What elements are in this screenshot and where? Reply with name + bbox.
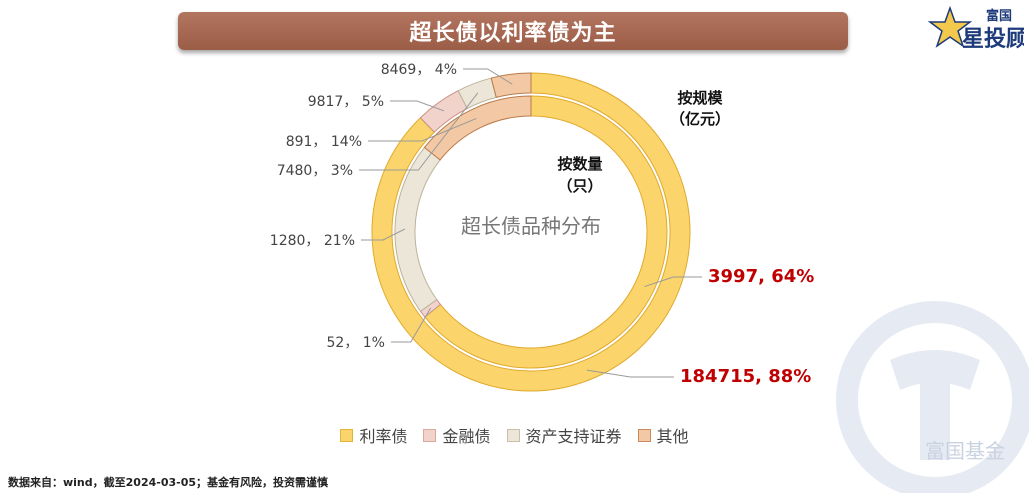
title-banner: 超长债以利率债为主 [178,12,848,50]
outer-leader-1 [390,100,445,112]
legend-swatch [637,428,651,442]
watermark-text: 富国基金 [925,440,1005,463]
inner-ring-title-line1: 按数量 [557,155,602,173]
footnote: 数据来自：wind，截至2024-03-05；基金有风险，投资需谨慎 [8,476,328,489]
outer-data-label-0: 184715, 88% [680,366,811,387]
inner-data-label-2: 1280， 21% [270,233,355,249]
page-title: 超长债以利率债为主 [409,21,617,46]
inner-data-label-3: 891， 14% [286,134,362,150]
legend-item-rate-bonds: 利率债 [340,423,407,447]
data-labels: 184715, 88% 9817， 5% 7480， 3% 8469， 4% 3997,… [270,62,815,387]
legend-swatch [506,428,520,442]
outer-ring-title-line2: （亿元） [670,110,730,128]
fuguo-logo: 富国 星投顾 [928,5,1024,51]
legend-label: 利率债 [359,427,408,446]
logo-main-text: 星投顾 [962,26,1024,51]
inner-leader-3 [368,118,477,142]
outer-leader-2 [359,92,479,171]
legend-label: 资产支持证券 [525,427,622,446]
logo-top-text: 富国 [986,8,1012,23]
outer-slice-3 [490,72,532,99]
inner-leader-0 [644,276,702,288]
inner-ring-title-line2: （只） [557,177,602,195]
inner-data-label-0: 3997, 64% [708,266,814,287]
inner-slice-3 [423,95,532,161]
outer-slice-0 [371,72,691,392]
outer-leader-3 [463,68,513,85]
inner-leader-1 [391,307,432,343]
outer-data-label-2: 7480， 3% [277,163,353,179]
outer-ring-title-line1: 按规模 [677,89,723,107]
legend-swatch [423,428,437,442]
outer-leader-0 [586,369,674,378]
inner-leader-2 [361,228,406,241]
legend-item-other: 其他 [637,423,689,447]
leader-lines [359,68,702,378]
chart-center-title: 超长债品种分布 [461,214,601,238]
legend-label: 金融债 [442,427,491,446]
outer-data-label-3: 8469， 4% [381,62,457,78]
legend-item-abs: 资产支持证券 [506,423,622,447]
chart-legend: 利率债 金融债 资产支持证券 其他 [0,423,1029,447]
inner-data-label-1: 52， 1% [327,335,385,351]
legend-item-financial-bonds: 金融债 [423,423,491,447]
inner-ring-count [394,95,668,369]
outer-data-label-1: 9817， 5% [308,94,384,110]
fuguo-watermark: 富国基金 [836,301,1029,493]
legend-label: 其他 [656,427,689,446]
legend-swatch [340,428,354,442]
